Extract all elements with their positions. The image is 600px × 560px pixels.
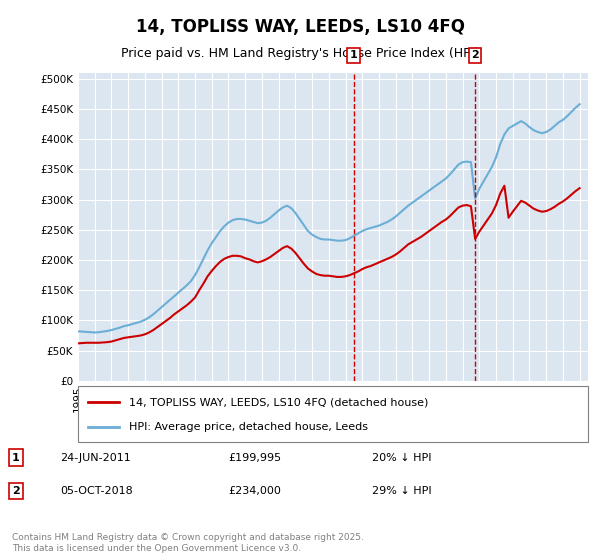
Text: Contains HM Land Registry data © Crown copyright and database right 2025.
This d: Contains HM Land Registry data © Crown c… bbox=[12, 533, 364, 553]
Text: HPI: Average price, detached house, Leeds: HPI: Average price, detached house, Leed… bbox=[129, 422, 368, 432]
Text: 20% ↓ HPI: 20% ↓ HPI bbox=[372, 452, 431, 463]
Text: 29% ↓ HPI: 29% ↓ HPI bbox=[372, 486, 431, 496]
Text: £234,000: £234,000 bbox=[228, 486, 281, 496]
Text: 2: 2 bbox=[472, 50, 479, 60]
Text: 1: 1 bbox=[350, 50, 358, 60]
Text: 14, TOPLISS WAY, LEEDS, LS10 4FQ (detached house): 14, TOPLISS WAY, LEEDS, LS10 4FQ (detach… bbox=[129, 397, 428, 407]
Text: 24-JUN-2011: 24-JUN-2011 bbox=[60, 452, 131, 463]
Text: Price paid vs. HM Land Registry's House Price Index (HPI): Price paid vs. HM Land Registry's House … bbox=[121, 48, 479, 60]
Text: 2: 2 bbox=[12, 486, 20, 496]
Text: 14, TOPLISS WAY, LEEDS, LS10 4FQ: 14, TOPLISS WAY, LEEDS, LS10 4FQ bbox=[136, 18, 464, 36]
FancyBboxPatch shape bbox=[78, 386, 588, 442]
Text: 05-OCT-2018: 05-OCT-2018 bbox=[60, 486, 133, 496]
Text: £199,995: £199,995 bbox=[228, 452, 281, 463]
Text: 1: 1 bbox=[12, 452, 20, 463]
